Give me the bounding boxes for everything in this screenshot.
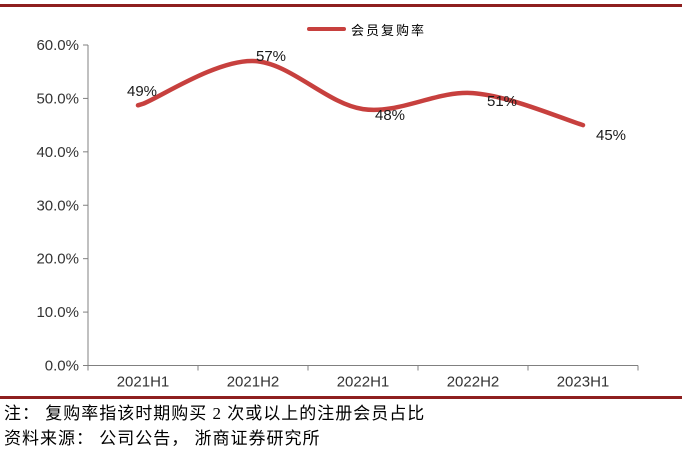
y-tick-label: 0.0% [45, 358, 79, 375]
legend-line-swatch [307, 27, 346, 31]
bottom-rule-divider [0, 396, 682, 399]
data-label: 45% [596, 127, 626, 144]
x-tick-label: 2021H2 [227, 374, 280, 391]
data-label: 51% [487, 93, 517, 110]
x-tick-label: 2022H1 [337, 374, 390, 391]
chart-legend: 会员复购率 [307, 20, 426, 38]
data-label: 49% [127, 83, 157, 100]
line-chart: 0.0% 10.0% 20.0% 30.0% 40.0% 50.0% 60.0% 2021H1… [36, 37, 639, 391]
series-line-repurchase-rate [135, 58, 586, 128]
data-label: 48% [375, 107, 405, 124]
legend-label: 会员复购率 [351, 22, 427, 38]
y-tick-label: 60.0% [36, 37, 79, 54]
footnote-definition: 注： 复购率指该时期购买 2 次或以上的注册会员占比 [4, 404, 426, 423]
footnote-source: 资料来源： 公司公告， 浙商证券研究所 [4, 429, 321, 448]
y-tick-label: 10.0% [36, 304, 79, 321]
x-tick-label: 2023H1 [557, 374, 610, 391]
y-tick-label: 30.0% [36, 197, 79, 214]
x-tick-label: 2021H1 [117, 374, 170, 391]
data-label: 57% [256, 48, 286, 65]
y-tick-label: 50.0% [36, 90, 79, 107]
top-rule-divider [0, 4, 682, 7]
footnotes: 注： 复购率指该时期购买 2 次或以上的注册会员占比 资料来源： 公司公告， 浙… [4, 401, 678, 451]
y-tick-label: 40.0% [36, 144, 79, 161]
x-tick-label: 2022H2 [447, 374, 500, 391]
y-tick-label: 20.0% [36, 251, 79, 268]
